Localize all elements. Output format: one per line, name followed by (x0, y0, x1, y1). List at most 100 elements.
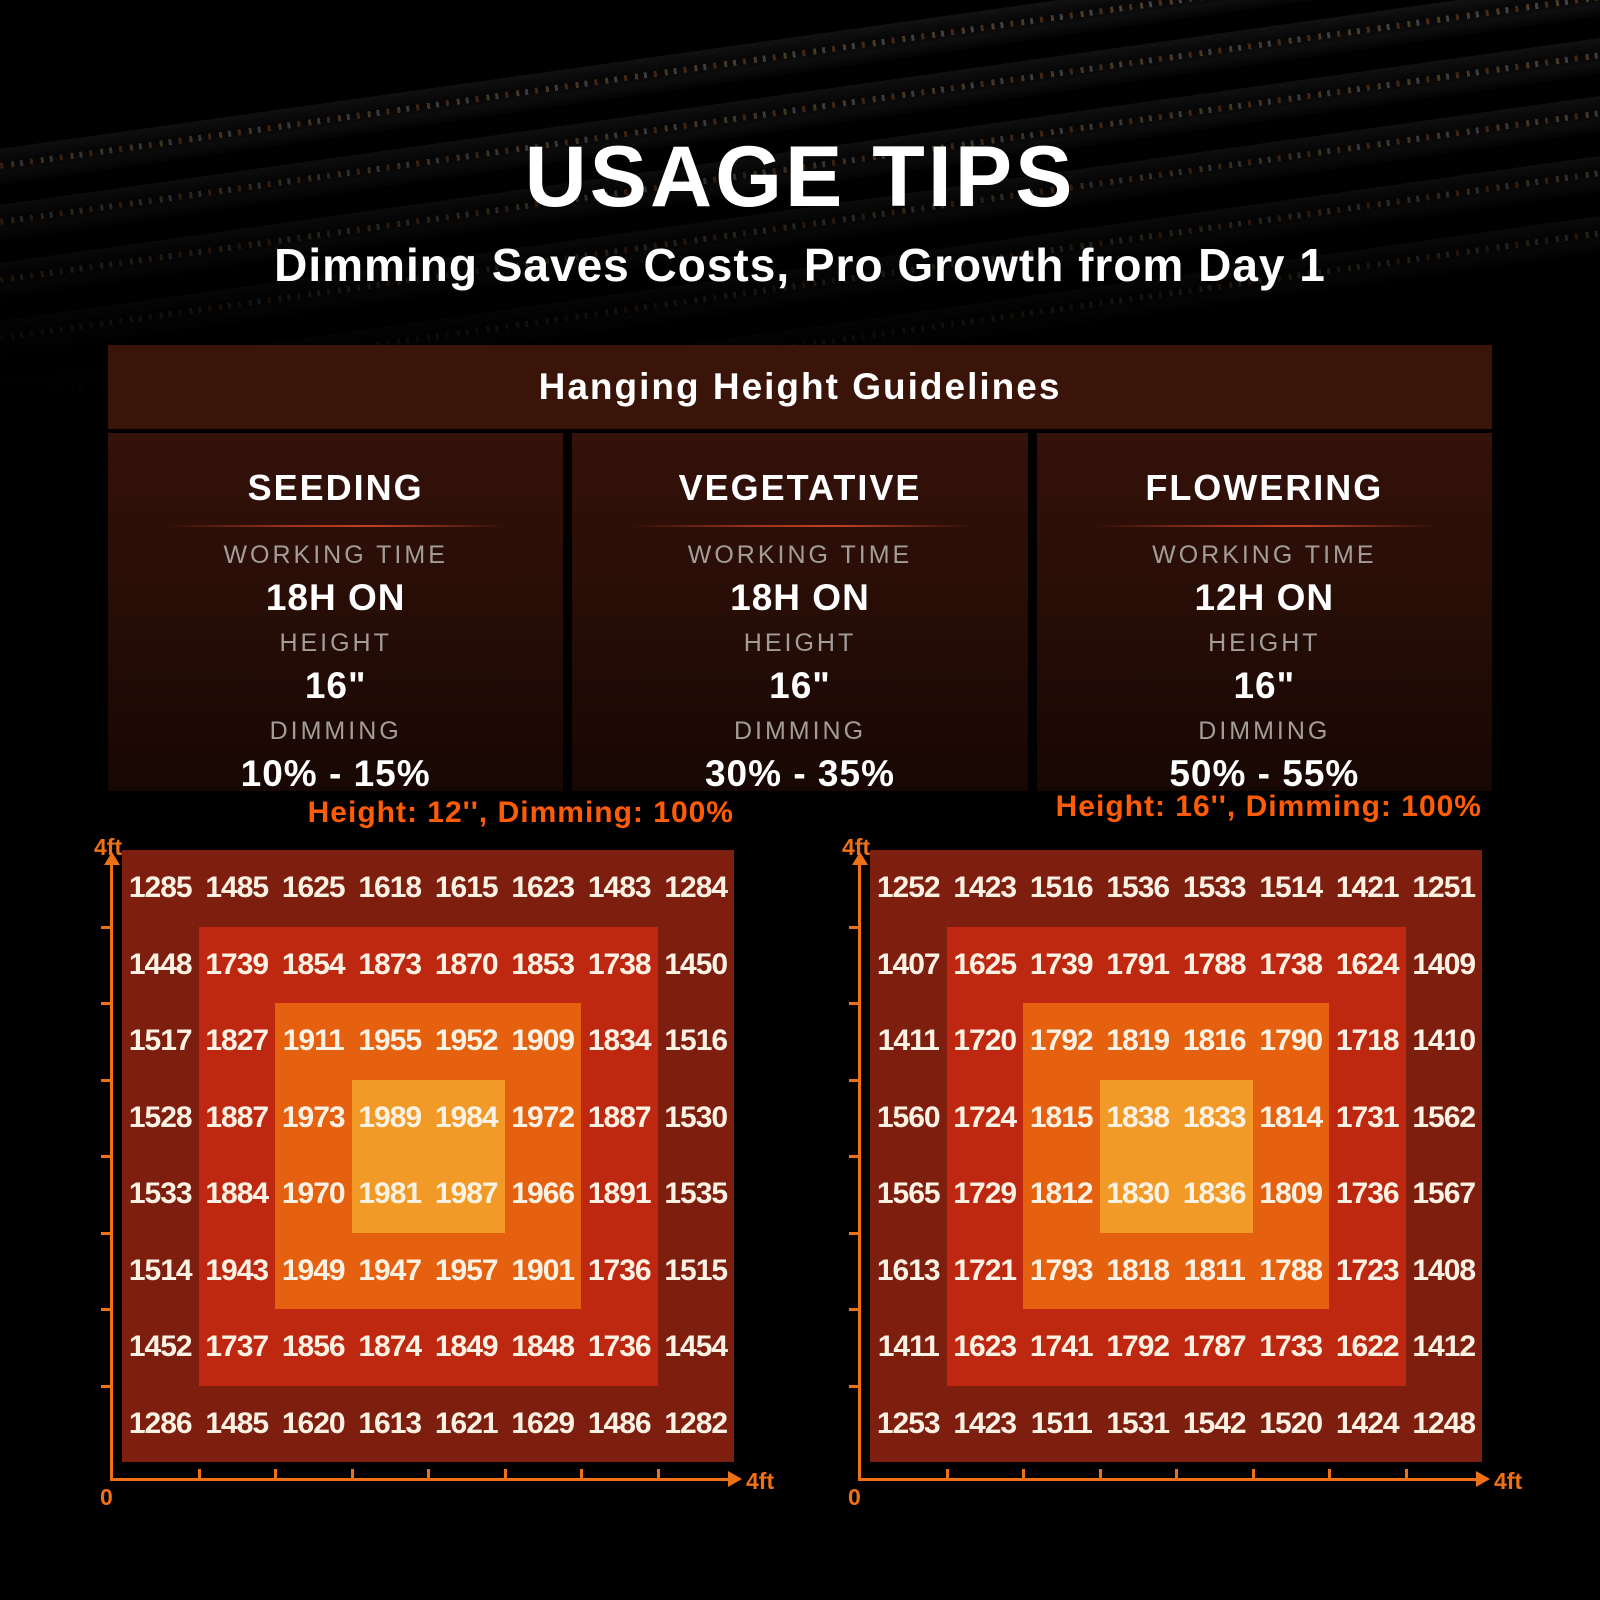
heatmap-cell: 1973 (281, 1100, 346, 1134)
heatmap-cell: 1407 (876, 947, 941, 981)
heatmap-cell: 1721 (953, 1253, 1017, 1287)
x-tick (1098, 1469, 1102, 1478)
y-axis-line (110, 864, 113, 1478)
heatmap-cell: 1737 (205, 1330, 269, 1364)
grow-light-background (0, 0, 1600, 400)
heatmap-cell: 1830 (1106, 1177, 1170, 1211)
heatmap-cell: 1989 (358, 1100, 422, 1134)
heatmap-cell: 1253 (876, 1406, 941, 1440)
heatmap-cell: 1448 (128, 947, 193, 981)
heatmap-cell: 1615 (434, 871, 499, 905)
y-axis-line (858, 864, 861, 1478)
heatmap-cell: 1613 (358, 1406, 422, 1440)
heatmap-cell: 1720 (953, 1024, 1017, 1058)
y-axis-arrow-icon (104, 852, 120, 865)
y-tick (849, 1308, 858, 1311)
dimming-value: 30% - 35% (704, 753, 895, 794)
y-tick (849, 1155, 858, 1158)
heatmap-cell: 1625 (281, 871, 346, 905)
heatmap-cell: 1520 (1259, 1406, 1323, 1440)
heatmap-cell: 1483 (587, 871, 652, 905)
heatmap-cell: 1485 (205, 1406, 269, 1440)
heatmap-cell: 1949 (281, 1253, 346, 1287)
y-axis-ticks (849, 850, 859, 1462)
heatmap-cell: 1943 (205, 1253, 269, 1287)
heatmap-cell: 1811 (1183, 1253, 1246, 1287)
heatmap-cell: 1613 (876, 1253, 941, 1287)
heatmap-cell: 1970 (281, 1177, 346, 1211)
heatmap-cell: 1486 (587, 1406, 652, 1440)
heatmap-cell: 1812 (1029, 1177, 1094, 1211)
y-axis-arrow-icon (852, 852, 868, 865)
heatmap-cell: 1718 (1335, 1024, 1400, 1058)
stage-title: VEGETATIVE (678, 467, 922, 508)
guidelines-row: SEEDING WORKING TIME 18H ON HEIGHT 16" D… (108, 433, 1492, 794)
heatmap-cell: 1887 (205, 1100, 269, 1134)
y-tick (849, 1384, 858, 1388)
heatmap-cell: 1787 (1182, 1330, 1247, 1364)
y-tick (101, 1308, 110, 1311)
heatmap-cell: 1450 (664, 947, 728, 981)
heatmap-cell: 1511 (1030, 1406, 1093, 1440)
chart-title: Height: 12'', Dimming: 100% (307, 796, 734, 829)
heatmap-cell: 1947 (358, 1253, 422, 1287)
heatmap-cell: 1535 (664, 1177, 728, 1211)
hanging-height-guidelines: Hanging Height Guidelines SEEDING WORKIN… (108, 345, 1492, 794)
x-tick (1175, 1469, 1178, 1478)
heatmap-grid: 1252 1423 1516 1536 1533 1514 1421 1251 1407 1625… (870, 850, 1482, 1462)
heatmap-cell: 1791 (1106, 947, 1170, 981)
heatmap-cell: 1874 (358, 1330, 422, 1364)
heatmap-cell: 1966 (511, 1177, 575, 1211)
heatmap-cell: 1984 (434, 1100, 499, 1134)
heatmap-cell: 1816 (1182, 1024, 1247, 1058)
y-tick (101, 1384, 110, 1388)
heatmap-cell: 1622 (1335, 1330, 1400, 1364)
heatmap-cell: 1516 (664, 1024, 728, 1058)
heatmap-cell: 1408 (1412, 1253, 1476, 1287)
ppfd-heatmap-16in: Height: 16'', Dimming: 100% 4ft 1252 1423… (840, 790, 1522, 1514)
heatmap-cell: 1618 (358, 871, 422, 905)
heatmap-cell: 1284 (664, 871, 728, 905)
heatmap-cell: 1452 (128, 1330, 193, 1364)
heatmap-cell: 1790 (1259, 1024, 1323, 1058)
height-label: HEIGHT (1208, 629, 1321, 657)
page-subtitle: Dimming Saves Costs, Pro Growth from Day… (274, 239, 1326, 291)
y-tick (849, 925, 858, 929)
heatmap-cell: 1815 (1029, 1100, 1094, 1134)
y-tick (849, 1078, 858, 1082)
height-value: 16" (304, 665, 367, 706)
heatmap-cell: 1834 (587, 1024, 652, 1058)
x-tick (274, 1469, 277, 1478)
x-tick (656, 1469, 660, 1478)
x-tick (1328, 1469, 1331, 1478)
heatmap-cell: 1957 (434, 1253, 499, 1287)
heatmap-cell: 1818 (1106, 1253, 1170, 1287)
heatmap-cell: 1827 (205, 1024, 269, 1058)
heatmap-cell: 1285 (128, 871, 193, 905)
heatmap-cell: 1729 (953, 1177, 1017, 1211)
heatmap-cell: 1421 (1335, 871, 1400, 905)
hero-fade-overlay (0, 0, 1600, 400)
ppfd-heatmap-12in: Height: 12'', Dimming: 100% 4ft 1285 1485… (92, 790, 774, 1514)
heatmap-cell: 1516 (1029, 871, 1094, 905)
heatmap-cell: 1620 (281, 1406, 346, 1440)
heatmap-cell: 1621 (434, 1406, 499, 1440)
guidelines-header: Hanging Height Guidelines (108, 345, 1492, 429)
heatmap-cell: 1286 (128, 1406, 193, 1440)
dimming-label: DIMMING (733, 717, 867, 745)
heatmap-cell: 1533 (1182, 871, 1247, 905)
heatmap-cell: 1853 (511, 947, 575, 981)
heatmap-cell: 1848 (511, 1330, 575, 1364)
heatmap-cell: 1423 (953, 1406, 1017, 1440)
heatmap-cell: 1854 (281, 947, 346, 981)
heatmap-cell: 1838 (1106, 1100, 1170, 1134)
x-axis-max-label: 4ft (746, 1468, 775, 1494)
heatmap-band-3 (351, 1079, 505, 1233)
heatmap-cell: 1736 (587, 1330, 652, 1364)
heatmap-cell: 1856 (281, 1330, 346, 1364)
heatmap-cell: 1560 (876, 1100, 941, 1134)
stage-panel-seeding: SEEDING WORKING TIME 18H ON HEIGHT 16" D… (108, 433, 564, 794)
heatmap-cell: 1409 (1412, 947, 1476, 981)
stage-title: FLOWERING (1145, 467, 1384, 508)
height-label: HEIGHT (743, 629, 857, 657)
